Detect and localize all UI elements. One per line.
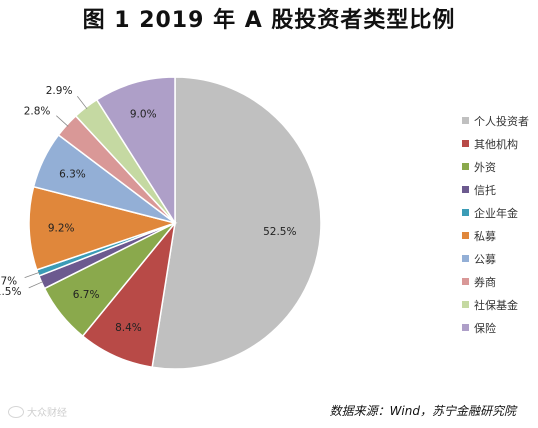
data-label-7: 6.3% <box>59 169 86 181</box>
legend-item-2: 其他机构 <box>462 132 529 155</box>
leader-line-9 <box>77 96 88 110</box>
legend-label-4: 信托 <box>474 183 496 197</box>
legend-label-2: 其他机构 <box>474 137 518 151</box>
watermark: 大众财经 <box>8 404 67 419</box>
legend-label-9: 社保基金 <box>474 298 518 312</box>
data-label-4: 1.5% <box>0 286 21 298</box>
data-label-3: 6.7% <box>73 289 100 301</box>
legend-swatch-1 <box>462 117 469 124</box>
legend-item-6: 私募 <box>462 224 529 247</box>
legend-item-7: 公募 <box>462 247 529 270</box>
data-label-6: 9.2% <box>48 222 75 234</box>
legend-label-7: 公募 <box>474 252 496 266</box>
legend-swatch-7 <box>462 255 469 262</box>
legend-label-6: 私募 <box>474 229 496 243</box>
leader-line-5 <box>24 271 40 279</box>
legend: 个人投资者其他机构外资信托企业年金私募公募券商社保基金保险 <box>462 109 529 339</box>
legend-label-8: 券商 <box>474 275 496 289</box>
pie-slice-1 <box>151 76 322 370</box>
legend-label-3: 外资 <box>474 160 496 174</box>
data-label-5: 0.7% <box>0 275 17 287</box>
legend-label-5: 企业年金 <box>474 206 518 220</box>
legend-swatch-2 <box>462 140 469 147</box>
data-label-9: 2.9% <box>46 85 73 97</box>
pie-slice-10 <box>95 76 176 226</box>
legend-swatch-6 <box>462 232 469 239</box>
leader-line-8 <box>56 115 69 127</box>
pie-slices <box>28 76 322 370</box>
watermark-text: 大众财经 <box>27 408 67 419</box>
data-label-10: 9.0% <box>130 109 157 121</box>
legend-swatch-9 <box>462 301 469 308</box>
legend-item-8: 券商 <box>462 270 529 293</box>
legend-item-9: 社保基金 <box>462 293 529 316</box>
legend-swatch-8 <box>462 278 469 285</box>
legend-swatch-4 <box>462 186 469 193</box>
data-label-2: 8.4% <box>115 322 142 334</box>
legend-item-4: 信托 <box>462 178 529 201</box>
legend-swatch-5 <box>462 209 469 216</box>
watermark-logo-icon <box>8 405 24 418</box>
legend-swatch-3 <box>462 163 469 170</box>
data-label-1: 52.5% <box>263 226 296 238</box>
legend-item-10: 保险 <box>462 316 529 339</box>
legend-item-3: 外资 <box>462 155 529 178</box>
data-labels: 52.5% 8.4% 6.7% 1.5%0.7% 9.2% 6.3% 2.8% 2.9% 9.0… <box>0 85 296 334</box>
data-label-8: 2.8% <box>24 105 51 117</box>
legend-label-10: 保险 <box>474 321 496 335</box>
leader-lines <box>24 96 88 289</box>
legend-label-1: 个人投资者 <box>474 114 529 128</box>
pie-slice-6 <box>28 185 178 271</box>
chart-title: 图 1 2019 年 A 股投资者类型比例 <box>82 8 456 33</box>
legend-item-5: 企业年金 <box>462 201 529 224</box>
source-note: 数据来源：Wind，苏宁金融研究院 <box>329 404 516 418</box>
leader-line-4 <box>28 281 44 289</box>
legend-swatch-10 <box>462 324 469 331</box>
legend-item-1: 个人投资者 <box>462 109 529 132</box>
